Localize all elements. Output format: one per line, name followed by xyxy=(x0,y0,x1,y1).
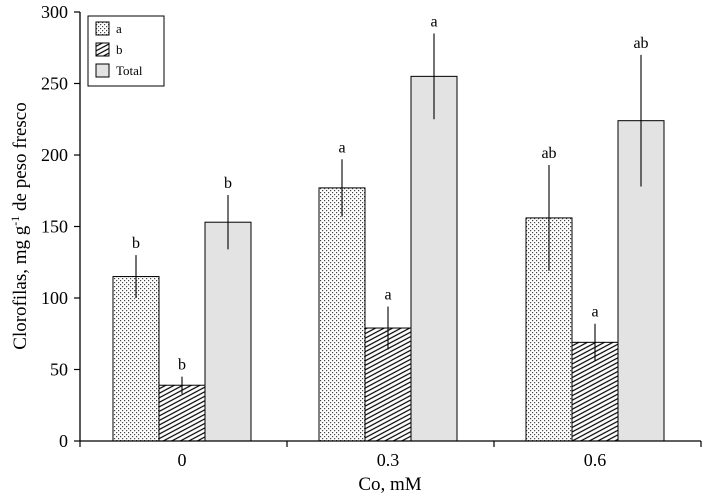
y-tick-label: 250 xyxy=(41,74,68,94)
bars-group xyxy=(112,75,665,442)
y-axis-title-sup: -1 xyxy=(8,216,22,226)
legend-label-total: Total xyxy=(116,63,143,78)
legend-swatch-b xyxy=(95,42,110,57)
bar-total-0 xyxy=(204,221,252,442)
y-tick-label: 100 xyxy=(41,288,68,308)
y-tick-label: 200 xyxy=(41,145,68,165)
x-tick-label: 0.6 xyxy=(584,450,607,470)
legend-swatch-a xyxy=(95,21,110,36)
significance-label: b xyxy=(178,357,186,374)
significance-label: ab xyxy=(541,145,556,162)
y-axis-title: Clorofilas, mg g-1 de peso fresco xyxy=(8,102,31,349)
legend: ab Total xyxy=(87,15,165,87)
bar-a-1 xyxy=(318,187,366,442)
y-tick-label: 150 xyxy=(41,217,68,237)
error-bars-group xyxy=(135,33,642,394)
x-tick-label: 0.3 xyxy=(377,450,400,470)
legend-label-b: b xyxy=(116,42,123,57)
significance-label: a xyxy=(430,13,437,30)
y-tick-label: 0 xyxy=(59,431,68,451)
x-axis-title: Co, mM xyxy=(358,474,421,495)
significance-label: ab xyxy=(633,35,648,52)
significance-label: a xyxy=(338,139,345,156)
y-axis-ticks: 0 50 100 150 200 250 300 xyxy=(41,2,80,451)
significance-label: a xyxy=(384,287,391,304)
x-tick-label: 0 xyxy=(178,450,187,470)
x-axis-ticks: 0 0.3 0.6 xyxy=(79,441,702,470)
bar-total-1 xyxy=(410,75,458,442)
significance-labels-group: b b b a a a ab a ab xyxy=(132,13,649,373)
legend-swatch-total xyxy=(95,63,110,78)
legend-label-a: a xyxy=(116,21,122,36)
y-axis-title-main: Clorofilas, mg g xyxy=(10,225,31,350)
y-tick-label: 50 xyxy=(50,360,68,380)
significance-label: b xyxy=(132,235,140,252)
bar-a-0 xyxy=(112,276,160,442)
y-axis-title-tail: de peso fresco xyxy=(10,102,31,215)
significance-label: b xyxy=(224,175,232,192)
significance-label: a xyxy=(591,304,598,321)
y-tick-label: 300 xyxy=(41,2,68,22)
